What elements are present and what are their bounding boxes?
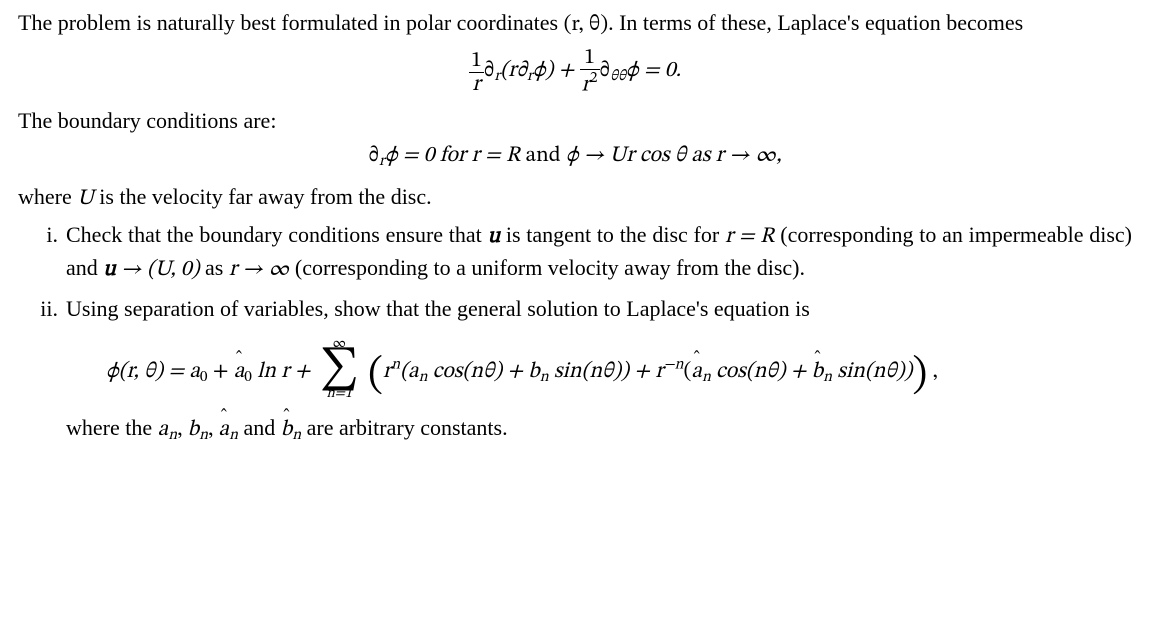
problem-list: Check that the boundary conditions ensur… — [18, 220, 1132, 446]
item-i: Check that the boundary conditions ensur… — [66, 220, 1132, 285]
item-ii: Using separation of variables, show that… — [66, 294, 1132, 446]
paragraph-intro: The problem is naturally best formulated… — [18, 8, 1132, 41]
u-vec: u — [488, 226, 501, 248]
equation-laplace: 1 r ∂r(r∂rϕ) + 1 r2 ∂θθϕ = 0. — [18, 47, 1132, 96]
frac-1r2: 1 r2 — [580, 47, 600, 96]
U: U — [77, 188, 94, 210]
sum-symbol: ∞ ∑ n=1 — [320, 337, 359, 401]
p3b: is the velocity far away from the disc. — [94, 184, 432, 209]
p1a: The problem is naturally best formulated… — [18, 10, 564, 35]
equation-bc: ∂rϕ = 0 for r = R and ϕ → Ur cos θ as r … — [18, 142, 1132, 172]
equation-general-solution: ϕ(r, θ) = a0 + a0 ln r + ∞ ∑ n=1 (rn(an … — [66, 337, 1132, 401]
p1b: . In terms of these, Laplace's equation … — [608, 10, 1023, 35]
paragraph-u-desc: where U is the velocity far away from th… — [18, 182, 1132, 215]
paragraph-bc-intro: The boundary conditions are: — [18, 106, 1132, 136]
coords: (r, θ) — [564, 14, 609, 36]
p3a: where — [18, 184, 77, 209]
frac-1r: 1 r — [469, 50, 484, 96]
p2: The boundary conditions are: — [18, 108, 276, 133]
